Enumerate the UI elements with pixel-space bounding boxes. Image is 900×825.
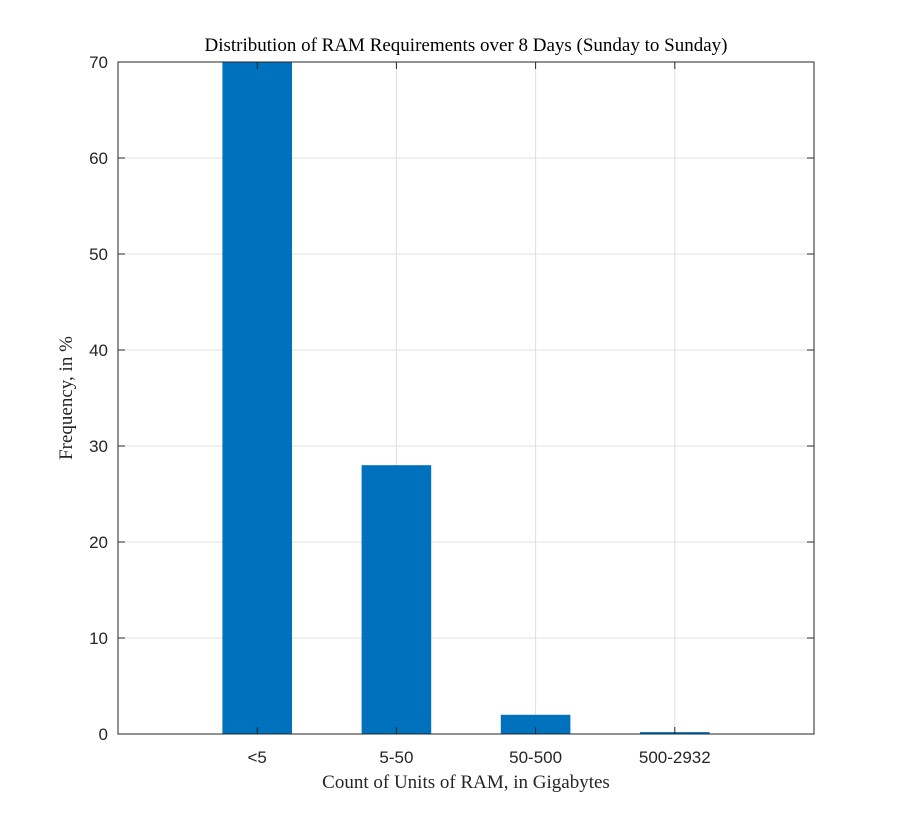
y-tick-label: 20 [89, 533, 108, 552]
x-tick-label: <5 [248, 748, 267, 767]
x-tick-label: 500-2932 [639, 748, 711, 767]
x-tick-label: 50-500 [509, 748, 562, 767]
bar [500, 714, 571, 734]
y-tick-label: 50 [89, 245, 108, 264]
y-axis-label: Frequency, in % [56, 336, 77, 460]
y-tick-label: 60 [89, 149, 108, 168]
y-tick-label: 70 [89, 53, 108, 72]
bar [222, 62, 292, 734]
ticks [118, 61, 814, 735]
x-tick-labels: <5 5-50 50-500 500-2932 [248, 748, 711, 767]
y-tick-labels: 0 10 20 30 40 50 60 70 [89, 53, 108, 744]
bar [361, 465, 432, 734]
bars [222, 62, 710, 734]
x-axis-label: Count of Units of RAM, in Gigabytes [322, 772, 610, 793]
plot-frame [117, 61, 815, 735]
y-tick-label: 0 [99, 725, 108, 744]
chart-title: Distribution of RAM Requirements over 8 … [205, 35, 728, 56]
x-tick-label: 5-50 [379, 748, 413, 767]
y-tick-label: 30 [89, 437, 108, 456]
y-tick-label: 40 [89, 341, 108, 360]
y-tick-label: 10 [89, 629, 108, 648]
